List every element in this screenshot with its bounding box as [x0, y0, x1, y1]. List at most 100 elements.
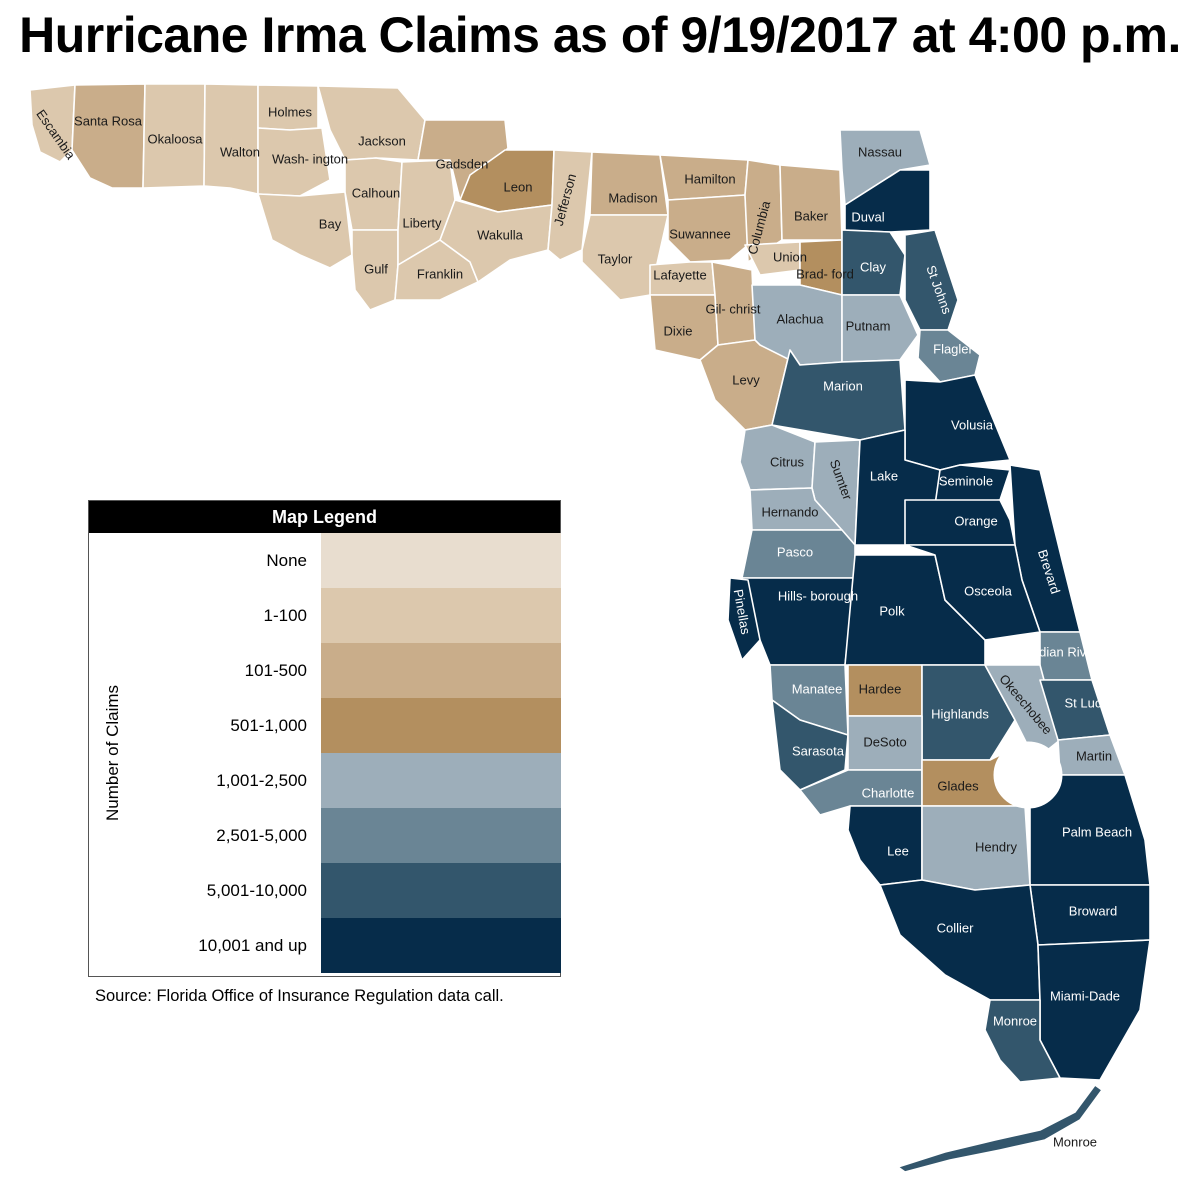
- lake-okeechobee: [993, 741, 1063, 809]
- county-orange: [904, 499, 1016, 546]
- legend-class-label: 2,501-5,000: [216, 826, 307, 845]
- county-label-okaloosa: Okaloosa: [148, 131, 204, 146]
- county-label-wakulla: Wakulla: [477, 227, 524, 242]
- county-label-washington: Wash- ington: [272, 151, 348, 166]
- county-label-hardee: Hardee: [859, 681, 902, 696]
- county-label-sarasota: Sarasota: [792, 743, 845, 758]
- county-label-taylor: Taylor: [598, 251, 633, 266]
- county-label-gadsden: Gadsden: [436, 156, 489, 171]
- county-monroe-keys: [897, 1084, 1103, 1173]
- legend-row: 1-100: [137, 588, 561, 643]
- county-madison: [589, 151, 669, 216]
- county-label-lafayette: Lafayette: [653, 267, 707, 282]
- county-monroe: [984, 999, 1061, 1083]
- county-clay: [841, 229, 906, 296]
- county-santa-rosa: [71, 83, 146, 189]
- legend-class-label: 10,001 and up: [198, 936, 307, 955]
- county-label-hillsborough: Hills- borough: [778, 588, 858, 603]
- county-label-monroe-keys: Monroe: [1053, 1134, 1097, 1149]
- county-label-broward: Broward: [1069, 903, 1117, 918]
- county-putnam: [841, 294, 919, 363]
- county-label-liberty: Liberty: [402, 215, 442, 230]
- county-label-holmes: Holmes: [268, 104, 313, 119]
- legend-row: 101-500: [137, 643, 561, 698]
- county-label-marion: Marion: [823, 378, 863, 393]
- legend-class-label: 1,001-2,500: [216, 771, 307, 790]
- county-miami-dade: [1037, 939, 1151, 1081]
- legend-swatch: [321, 588, 561, 643]
- county-label-osceola: Osceola: [964, 583, 1012, 598]
- county-label-lake: Lake: [870, 468, 898, 483]
- legend-class-label: 5,001-10,000: [206, 881, 307, 900]
- legend-row: 1,001-2,500: [137, 753, 561, 808]
- legend-class-label: 501-1,000: [230, 716, 307, 735]
- county-label-polk: Polk: [879, 603, 905, 618]
- legend-class-label: None: [266, 551, 307, 570]
- legend-heading: Map Legend: [89, 501, 560, 533]
- county-label-calhoun: Calhoun: [352, 185, 400, 200]
- county-label-volusia: Volusia: [951, 417, 994, 432]
- legend-swatch: [321, 753, 561, 808]
- county-label-miami-dade: Miami-Dade: [1050, 988, 1120, 1003]
- legend-swatch: [321, 918, 561, 973]
- county-label-orange: Orange: [954, 513, 997, 528]
- county-label-dixie: Dixie: [664, 323, 693, 338]
- county-baker: [779, 164, 843, 241]
- county-label-baker: Baker: [794, 208, 829, 223]
- county-label-putnam: Putnam: [846, 318, 891, 333]
- county-label-charlotte: Charlotte: [862, 785, 915, 800]
- map-legend: Map Legend Number of Claims None 1-100 101…: [88, 500, 561, 977]
- county-pinellas: [727, 577, 761, 661]
- county-walton: [203, 83, 259, 195]
- legend-axis: Number of Claims: [89, 533, 137, 976]
- legend-class-label: 1-100: [263, 606, 307, 625]
- source-note: Source: Florida Office of Insurance Regu…: [95, 987, 504, 1005]
- county-label-santa-rosa: Santa Rosa: [74, 113, 143, 128]
- legend-swatch: [321, 698, 561, 753]
- county-label-nassau: Nassau: [858, 144, 902, 159]
- map-title: Hurricane Irma Claims as of 9/19/2017 at…: [19, 7, 1181, 63]
- county-label-hamilton: Hamilton: [684, 171, 735, 186]
- county-label-bradford: Brad- ford: [796, 266, 854, 281]
- legend-swatch: [321, 533, 561, 588]
- county-label-suwannee: Suwannee: [669, 226, 730, 241]
- legend-row: 501-1,000: [137, 698, 561, 753]
- county-label-hernando: Hernando: [761, 504, 818, 519]
- legend-class-label: 101-500: [244, 661, 307, 680]
- legend-row: None: [137, 533, 561, 588]
- county-label-st-lucie: St Lucie: [1065, 695, 1112, 710]
- county-label-monroe: Monroe: [993, 1013, 1037, 1028]
- county-label-leon: Leon: [504, 179, 533, 194]
- county-suwannee: [667, 194, 749, 263]
- legend-swatch: [321, 643, 561, 698]
- county-label-lee: Lee: [887, 843, 909, 858]
- county-collier: [879, 879, 1041, 1001]
- county-label-levy: Levy: [732, 372, 760, 387]
- legend-row: 10,001 and up: [137, 918, 561, 973]
- county-label-gilchrist: Gil- christ: [706, 301, 761, 316]
- county-marion: [771, 349, 906, 441]
- county-label-clay: Clay: [860, 259, 887, 274]
- county-label-collier: Collier: [937, 920, 975, 935]
- county-label-alachua: Alachua: [777, 311, 825, 326]
- county-label-desoto: DeSoto: [863, 734, 906, 749]
- county-label-madison: Madison: [608, 190, 657, 205]
- legend-axis-label: Number of Claims: [103, 684, 122, 822]
- county-label-gulf: Gulf: [364, 261, 388, 276]
- county-label-jackson: Jackson: [358, 133, 406, 148]
- county-hernando: [749, 487, 843, 531]
- county-label-glades: Glades: [937, 778, 979, 793]
- county-bay: [257, 191, 353, 269]
- county-label-duval: Duval: [851, 209, 884, 224]
- county-sarasota: [771, 699, 849, 791]
- legend-row: 2,501-5,000: [137, 808, 561, 863]
- county-palm-beach: [1029, 774, 1151, 886]
- county-label-seminole: Seminole: [939, 473, 993, 488]
- county-label-hendry: Hendry: [975, 839, 1017, 854]
- county-lee: [847, 805, 923, 886]
- county-wakulla: [439, 199, 553, 283]
- county-label-bay: Bay: [319, 216, 342, 231]
- county-label-franklin: Franklin: [417, 266, 463, 281]
- legend-swatch: [321, 808, 561, 863]
